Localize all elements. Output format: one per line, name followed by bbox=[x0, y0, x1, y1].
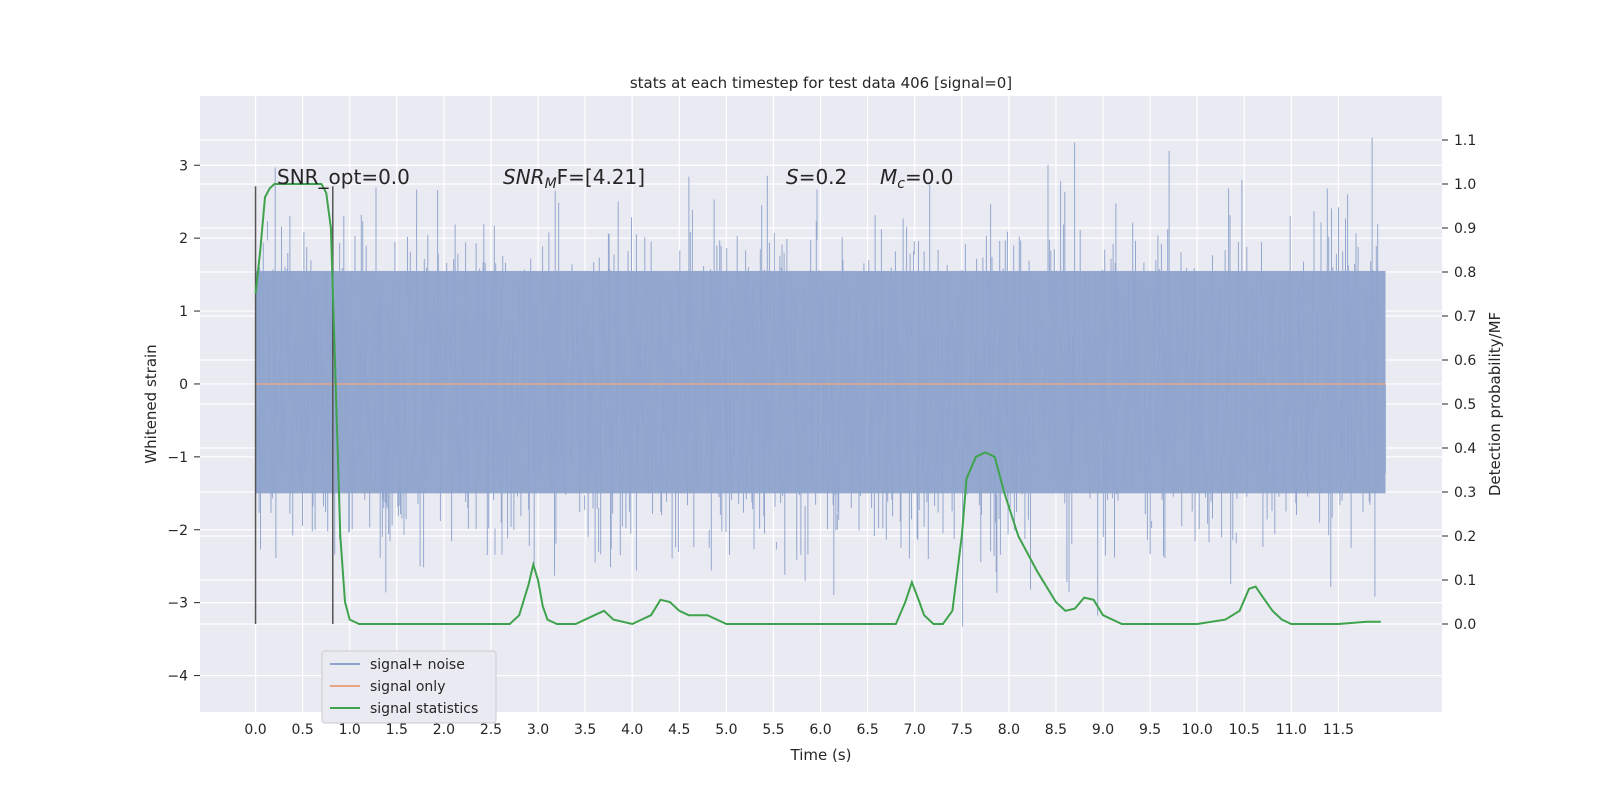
x-tick-label: 10.5 bbox=[1229, 722, 1260, 738]
chart-title: stats at each timestep for test data 406… bbox=[630, 74, 1012, 92]
x-tick-label: 5.0 bbox=[715, 722, 737, 738]
x-tick-label: 5.5 bbox=[762, 722, 784, 738]
x-tick-label: 7.0 bbox=[904, 722, 926, 738]
signal-noise-core bbox=[255, 270, 1386, 494]
y-right-tick-label: 0.4 bbox=[1454, 441, 1476, 457]
snr-mf-main: SNR bbox=[503, 165, 545, 189]
x-tick-label: 8.0 bbox=[998, 722, 1020, 738]
y-left-tick-labels: 3 2 1 0 −1 −2 −3 −4 bbox=[167, 158, 200, 685]
x-axis-label: Time (s) bbox=[790, 746, 852, 764]
y-left-tick-label: 1 bbox=[179, 304, 188, 320]
mc-sub: c bbox=[897, 176, 905, 192]
x-tick-label: 0.5 bbox=[292, 722, 314, 738]
signal-statistics-series bbox=[254, 183, 1381, 626]
y-right-tick-label: 0.0 bbox=[1454, 617, 1476, 633]
y-right-tick-label: 0.9 bbox=[1454, 221, 1476, 237]
legend-label-signal-only: signal only bbox=[370, 679, 445, 695]
x-tick-label: 6.0 bbox=[809, 722, 831, 738]
y-left-tick-label: −3 bbox=[167, 596, 188, 612]
legend: signal+ noise signal only signal statist… bbox=[321, 650, 497, 724]
x-tick-label: 7.5 bbox=[951, 722, 973, 738]
snr-mf-rest: F=[4.21] bbox=[557, 165, 645, 189]
x-tick-labels: 0.0 0.5 1.0 1.5 2.0 2.5 3.0 3.5 4.0 4.5 5.0 5.5 6.0 6… bbox=[244, 722, 1354, 738]
y-right-axis-label: Detection probability/MF bbox=[1486, 312, 1504, 496]
snr-opt-annotation: SNR_opt=0.0 bbox=[277, 165, 410, 189]
x-tick-label: 9.0 bbox=[1092, 722, 1114, 738]
s-annotation: S=0.2 bbox=[786, 165, 847, 189]
x-tick-label: 3.5 bbox=[574, 722, 596, 738]
mc-annotation: Mc=0.0 bbox=[880, 165, 954, 192]
x-tick-label: 0.0 bbox=[244, 722, 266, 738]
y-right-tick-label: 0.7 bbox=[1454, 309, 1476, 325]
mc-rest: =0.0 bbox=[905, 165, 954, 189]
y-left-tick-label: −4 bbox=[167, 669, 188, 685]
y-left-tick-label: 2 bbox=[179, 231, 188, 247]
x-tick-label: 8.5 bbox=[1045, 722, 1067, 738]
x-tick-label: 3.0 bbox=[527, 722, 549, 738]
x-tick-label: 2.5 bbox=[480, 722, 502, 738]
x-tick-label: 1.5 bbox=[386, 722, 408, 738]
y-right-tick-labels: 1.1 1.0 0.9 0.8 0.7 0.6 0.5 0.4 0.3 0.2 0.1 0.0 bbox=[1442, 133, 1476, 633]
y-left-tick-label: −1 bbox=[167, 450, 188, 466]
x-tick-label: 11.0 bbox=[1276, 722, 1307, 738]
x-tick-label: 10.0 bbox=[1182, 722, 1213, 738]
legend-label-signal-statistics: signal statistics bbox=[370, 701, 478, 717]
x-tick-label: 4.5 bbox=[668, 722, 690, 738]
y-right-tick-label: 0.5 bbox=[1454, 397, 1476, 413]
x-tick-label: 9.5 bbox=[1139, 722, 1161, 738]
y-right-tick-label: 0.2 bbox=[1454, 529, 1476, 545]
y-right-tick-label: 0.3 bbox=[1454, 485, 1476, 501]
signal-noise-series bbox=[255, 137, 1386, 627]
mc-main: M bbox=[880, 165, 897, 189]
y-right-tick-label: 0.1 bbox=[1454, 573, 1476, 589]
s-rest: =0.2 bbox=[799, 165, 848, 189]
y-right-tick-label: 1.1 bbox=[1454, 133, 1476, 149]
x-tick-label: 2.0 bbox=[433, 722, 455, 738]
x-tick-label: 1.0 bbox=[339, 722, 361, 738]
y-left-tick-label: −2 bbox=[167, 523, 188, 539]
y-left-tick-label: 3 bbox=[179, 158, 188, 174]
snr-mf-sub: M bbox=[545, 176, 557, 192]
y-left-axis-label: Whitened strain bbox=[142, 344, 160, 463]
legend-box bbox=[321, 650, 497, 724]
snr-mf-annotation: SNRMF=[4.21] bbox=[503, 165, 645, 192]
y-right-tick-label: 0.6 bbox=[1454, 353, 1476, 369]
y-right-tick-label: 1.0 bbox=[1454, 177, 1476, 193]
x-tick-label: 11.5 bbox=[1323, 722, 1354, 738]
x-tick-label: 6.5 bbox=[856, 722, 878, 738]
y-right-tick-label: 0.8 bbox=[1454, 265, 1476, 281]
y-left-tick-label: 0 bbox=[179, 377, 188, 393]
s-main: S bbox=[786, 165, 799, 189]
x-tick-label: 4.0 bbox=[621, 722, 643, 738]
legend-label-signal-noise: signal+ noise bbox=[370, 657, 465, 673]
